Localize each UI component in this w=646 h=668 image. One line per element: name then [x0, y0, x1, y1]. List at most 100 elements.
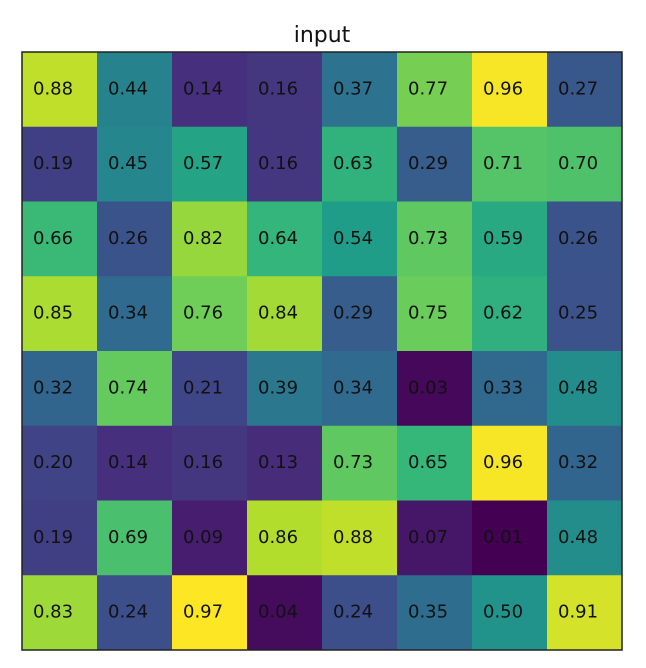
cell-label: 0.77	[408, 78, 448, 99]
cell-label: 0.71	[483, 153, 523, 174]
heatmap-cell	[397, 201, 473, 277]
cell-label: 0.19	[33, 527, 73, 548]
cell-label: 0.13	[258, 452, 298, 473]
cell-label: 0.74	[108, 377, 148, 398]
heatmap-cell	[172, 425, 248, 501]
heatmap-cell	[22, 201, 98, 277]
cell-label: 0.45	[108, 153, 148, 174]
cell-label: 0.20	[33, 452, 73, 473]
cell-label: 0.88	[33, 78, 73, 99]
heatmap-cell	[472, 425, 548, 501]
heatmap-cell	[322, 201, 398, 277]
cell-label: 0.21	[183, 377, 223, 398]
cell-label: 0.32	[558, 452, 598, 473]
cell-label: 0.16	[258, 153, 298, 174]
cell-label: 0.83	[33, 602, 73, 623]
heatmap-cell	[172, 351, 248, 427]
cell-label: 0.24	[108, 602, 148, 623]
heatmap-cell	[97, 52, 173, 128]
heatmap-cell	[22, 500, 98, 576]
heatmap-cell	[472, 201, 548, 277]
heatmap-cell	[172, 126, 248, 202]
cell-label: 0.33	[483, 377, 523, 398]
cell-label: 0.03	[408, 377, 448, 398]
cell-label: 0.44	[108, 78, 148, 99]
heatmap-cell	[322, 500, 398, 576]
heatmap-cell	[247, 425, 323, 501]
heatmap-cell	[322, 126, 398, 202]
cell-label: 0.91	[558, 602, 598, 623]
heatmap-cell	[547, 425, 623, 501]
heatmap-cell	[547, 500, 623, 576]
heatmap-cell	[472, 52, 548, 128]
cell-label: 0.62	[483, 303, 523, 324]
cell-label: 0.96	[483, 452, 523, 473]
cell-label: 0.66	[33, 228, 73, 249]
heatmap-cell	[97, 276, 173, 352]
cell-label: 0.34	[333, 377, 373, 398]
cell-label: 0.14	[108, 452, 148, 473]
cell-label: 0.26	[108, 228, 148, 249]
heatmap-cell	[22, 575, 98, 651]
heatmap-cell	[247, 52, 323, 128]
heatmap-cell	[397, 425, 473, 501]
cell-label: 0.84	[258, 303, 298, 324]
cell-label: 0.04	[258, 602, 298, 623]
cell-label: 0.75	[408, 303, 448, 324]
cell-label: 0.16	[258, 78, 298, 99]
heatmap-cell	[322, 52, 398, 128]
heatmap-cell	[322, 575, 398, 651]
heatmap-cell	[247, 575, 323, 651]
cell-label: 0.39	[258, 377, 298, 398]
cell-label: 0.32	[33, 377, 73, 398]
cell-label: 0.35	[408, 602, 448, 623]
heatmap-cell	[397, 276, 473, 352]
cell-label: 0.25	[558, 303, 598, 324]
cell-label: 0.09	[183, 527, 223, 548]
cell-label: 0.82	[183, 228, 223, 249]
heatmap-cell	[547, 276, 623, 352]
heatmap-cell	[97, 351, 173, 427]
heatmap-cell	[322, 425, 398, 501]
cell-label: 0.64	[258, 228, 298, 249]
cell-label: 0.24	[333, 602, 373, 623]
heatmap-cell	[397, 500, 473, 576]
cell-label: 0.76	[183, 303, 223, 324]
heatmap-cell	[97, 425, 173, 501]
heatmap-cell	[322, 276, 398, 352]
heatmap-cell	[22, 126, 98, 202]
heatmap-cell	[247, 126, 323, 202]
heatmap-cell	[472, 500, 548, 576]
cell-label: 0.96	[483, 78, 523, 99]
cell-label: 0.73	[333, 452, 373, 473]
cell-label: 0.29	[408, 153, 448, 174]
cell-label: 0.54	[333, 228, 373, 249]
heatmap-cell	[97, 126, 173, 202]
heatmap-cell	[22, 52, 98, 128]
heatmap-cell	[172, 201, 248, 277]
heatmap-cell	[97, 500, 173, 576]
heatmap-cell	[247, 500, 323, 576]
heatmap-cell	[397, 126, 473, 202]
heatmap-cell	[97, 201, 173, 277]
cell-label: 0.01	[483, 527, 523, 548]
heatmap-cell	[22, 276, 98, 352]
cell-label: 0.59	[483, 228, 523, 249]
cell-label: 0.37	[333, 78, 373, 99]
heatmap-cell	[22, 351, 98, 427]
heatmap-cell	[247, 201, 323, 277]
heatmap-cell	[172, 500, 248, 576]
cell-label: 0.26	[558, 228, 598, 249]
heatmap-cell	[472, 126, 548, 202]
plot-frame	[21, 51, 623, 651]
cell-label: 0.29	[333, 303, 373, 324]
cell-label: 0.86	[258, 527, 298, 548]
heatmap-cell	[172, 52, 248, 128]
heatmap-cell	[172, 276, 248, 352]
cell-label: 0.63	[333, 153, 373, 174]
heatmap-cell	[22, 425, 98, 501]
cell-label: 0.85	[33, 303, 73, 324]
heatmap-cell	[247, 351, 323, 427]
heatmap-cell	[97, 575, 173, 651]
